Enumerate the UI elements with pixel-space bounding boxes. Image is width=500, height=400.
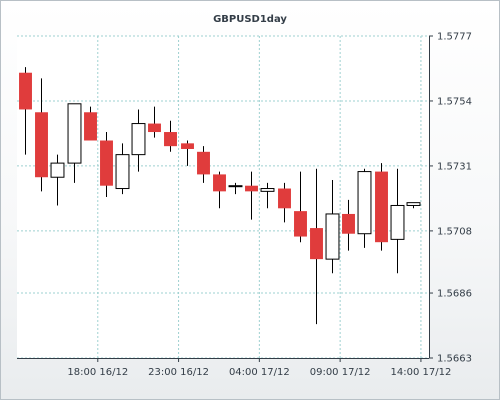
candle-body	[325, 213, 340, 260]
candle-body	[197, 151, 210, 175]
candle-body	[406, 202, 421, 206]
bearish-candle	[213, 171, 226, 209]
x-tick-label: 04:00 17/12	[229, 367, 290, 378]
y-tick-label: 1.5686	[437, 289, 472, 300]
bullish-candle	[260, 182, 275, 209]
bullish-candle	[50, 154, 65, 206]
candle-body	[390, 204, 405, 240]
candle-body	[35, 112, 48, 178]
bullish-candle	[390, 168, 405, 274]
candle-body	[245, 185, 258, 192]
candle-body	[228, 185, 243, 188]
bearish-candle	[181, 140, 194, 166]
y-tick-label: 1.5731	[437, 161, 472, 172]
y-tick-label: 1.5708	[437, 226, 472, 237]
bearish-candle	[342, 199, 355, 251]
bearish-candle	[84, 106, 97, 141]
candle-body	[181, 143, 194, 149]
bullish-candle	[406, 202, 421, 209]
candle-body	[278, 188, 291, 209]
candle-body	[19, 72, 32, 110]
candle-body	[357, 171, 372, 235]
candle-body	[260, 188, 275, 192]
x-axis-ticks: 18:00 16/12 23:00 16/12 04:00 17/12 09:00 1…	[67, 358, 451, 378]
candle-body	[100, 140, 113, 186]
x-tick-label: 09:00 17/12	[310, 367, 371, 378]
candle-body	[342, 213, 355, 234]
candle-body	[84, 112, 97, 141]
y-axis-ticks: 1.5777 1.5754 1.5731 1.5708 1.5686 1.5663	[429, 32, 472, 365]
bearish-candle	[148, 106, 161, 138]
y-tick-label: 1.5754	[437, 96, 472, 107]
bullish-candle	[357, 168, 372, 248]
bullish-candle	[131, 109, 146, 172]
candle-body	[310, 228, 323, 260]
bearish-candle	[197, 146, 210, 183]
x-tick-label: 14:00 17/12	[391, 367, 452, 378]
bullish-candle	[228, 182, 243, 195]
bullish-candle	[67, 103, 82, 183]
candle-body	[375, 171, 388, 243]
bearish-candle	[278, 182, 291, 223]
bullish-candle	[115, 143, 130, 195]
x-tick-label: 18:00 16/12	[67, 367, 128, 378]
candle-body	[131, 123, 146, 156]
x-tick-label: 23:00 16/12	[148, 367, 209, 378]
axes	[17, 36, 430, 359]
bearish-candle	[164, 120, 177, 152]
y-tick-label: 1.5663	[437, 354, 472, 365]
candles	[19, 67, 421, 325]
chart-title: GBPUSD1day	[213, 14, 287, 25]
bearish-candle	[375, 163, 388, 251]
bearish-candle	[310, 168, 323, 325]
bearish-candle	[100, 132, 113, 197]
bullish-candle	[325, 180, 340, 274]
y-tick-label: 1.5777	[437, 32, 472, 43]
candle-body	[148, 123, 161, 133]
candle-body	[67, 103, 82, 164]
bearish-candle	[245, 171, 258, 220]
candle-body	[213, 174, 226, 192]
candle-body	[50, 162, 65, 178]
candle-body	[115, 154, 130, 190]
candle-body	[164, 132, 177, 147]
bearish-candle	[19, 67, 32, 155]
candle-body	[294, 211, 307, 237]
bearish-candle	[35, 78, 48, 192]
bearish-candle	[294, 171, 307, 243]
